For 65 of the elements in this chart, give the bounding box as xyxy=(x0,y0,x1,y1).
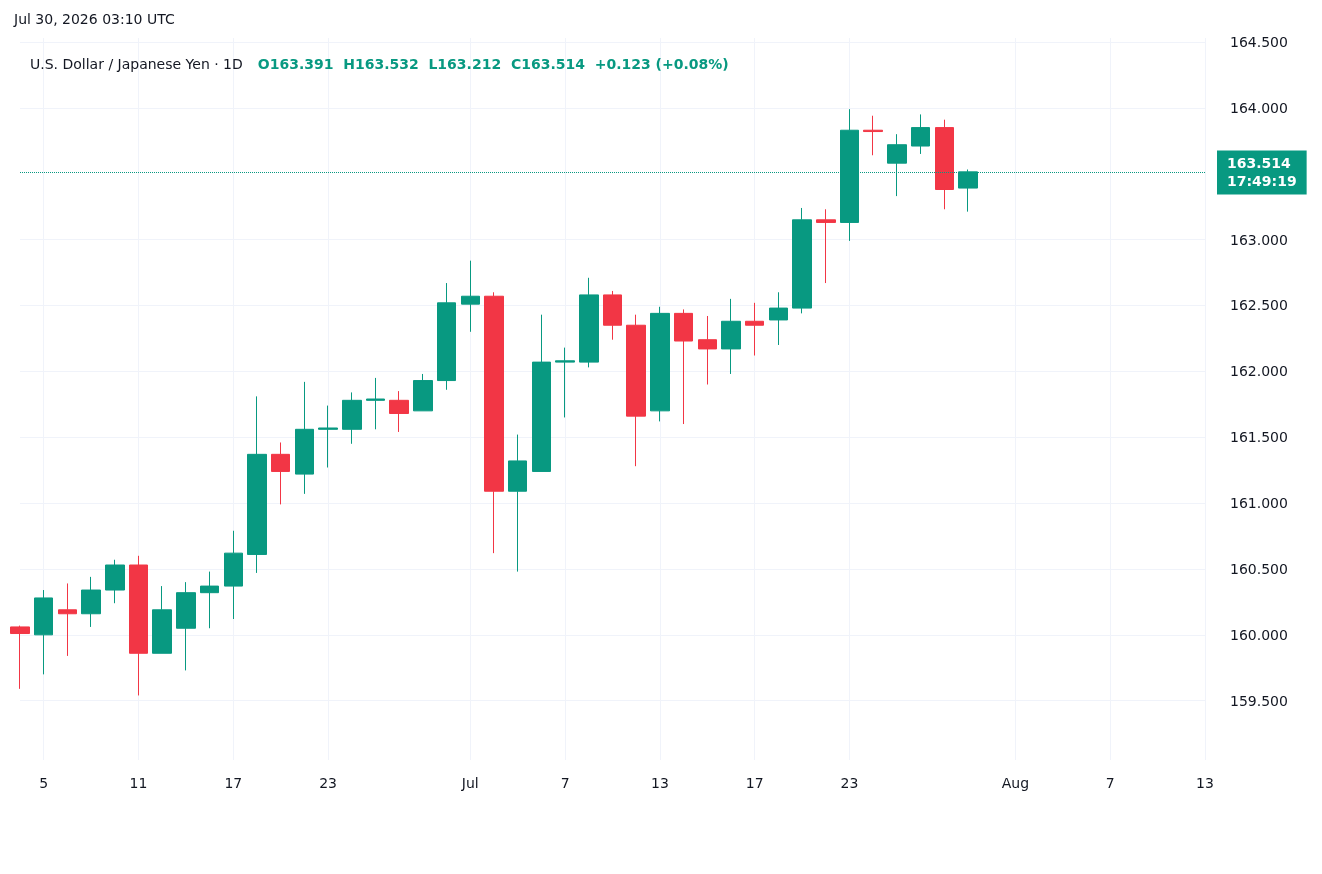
candlestick xyxy=(650,306,670,422)
candlestick xyxy=(105,559,125,604)
y-tick-label: 160.000 xyxy=(1230,626,1288,643)
candlestick xyxy=(34,589,53,675)
x-tick-label: 7 xyxy=(560,775,570,791)
text: 17:49:19 xyxy=(1227,173,1297,190)
candlestick xyxy=(342,391,362,445)
candlestick xyxy=(366,377,385,430)
annotation: O163.391 H163.532 L163.212 C163.514 +0.123 (+0.08%) xyxy=(257,56,729,72)
y-tick-label: 160.500 xyxy=(1230,560,1288,577)
candlestick xyxy=(271,441,290,505)
candlestick xyxy=(674,308,693,425)
y-tick-label: 164.500 xyxy=(1230,33,1288,50)
candlestick xyxy=(935,119,954,210)
candlestick xyxy=(816,208,836,284)
x-tick-label: Aug xyxy=(1001,775,1030,791)
candlestick xyxy=(413,373,433,412)
x-tick-label: 11 xyxy=(129,775,148,791)
x-tick-label: 13 xyxy=(1196,775,1214,791)
candlestick xyxy=(461,260,480,333)
candlestick xyxy=(626,314,646,467)
candlestick xyxy=(176,581,196,671)
x-tick-label: 17 xyxy=(745,775,764,791)
x-tick-label: 23 xyxy=(319,775,338,791)
y-tick-label: 161.000 xyxy=(1230,495,1288,512)
y-tick-label: 161.500 xyxy=(1230,429,1288,446)
x-tick-label: 23 xyxy=(840,775,859,791)
candlestick xyxy=(295,381,314,495)
candlestick xyxy=(579,277,599,368)
candlestick xyxy=(863,115,883,156)
candlestick xyxy=(224,530,243,620)
candlestick xyxy=(532,314,551,472)
y-tick-label: 162.000 xyxy=(1230,363,1288,380)
candlestick xyxy=(247,395,267,574)
x-tick-label: 5 xyxy=(39,775,49,791)
y-tick-label: 162.500 xyxy=(1230,297,1288,314)
candlestick xyxy=(745,302,764,357)
x-tick-label: 17 xyxy=(224,775,243,791)
x-tick-label: 13 xyxy=(650,775,669,791)
candlestick xyxy=(911,113,930,155)
candlestick xyxy=(389,390,409,433)
candlestick xyxy=(792,207,812,314)
candlestick xyxy=(721,298,741,375)
candlestick xyxy=(437,282,456,391)
candlestick xyxy=(769,291,788,346)
ref-line-label: 163.514 xyxy=(1227,155,1292,172)
candlestick xyxy=(508,434,527,573)
candlestick xyxy=(555,347,575,418)
y-tick-label: 164.000 xyxy=(1230,99,1288,116)
candlestick xyxy=(10,625,30,690)
x-tick-label: Jul xyxy=(460,775,479,791)
candlestick xyxy=(152,585,172,654)
y-tick-label: 159.500 xyxy=(1230,692,1288,709)
x-tick-label: 7 xyxy=(1105,775,1115,791)
candlestick xyxy=(318,405,338,469)
text: U.S. Dollar / Japanese Yen · 1D xyxy=(30,56,243,72)
candlestick xyxy=(484,291,504,554)
candlestick xyxy=(81,576,101,628)
candlestick xyxy=(129,555,148,696)
candlestick xyxy=(58,582,77,657)
candlestick xyxy=(200,571,219,629)
candlestick xyxy=(603,290,622,341)
y-tick-label: 163.000 xyxy=(1230,231,1288,248)
candlestick xyxy=(698,315,717,386)
text: Jul 30, 2026 03:10 UTC xyxy=(13,11,175,27)
